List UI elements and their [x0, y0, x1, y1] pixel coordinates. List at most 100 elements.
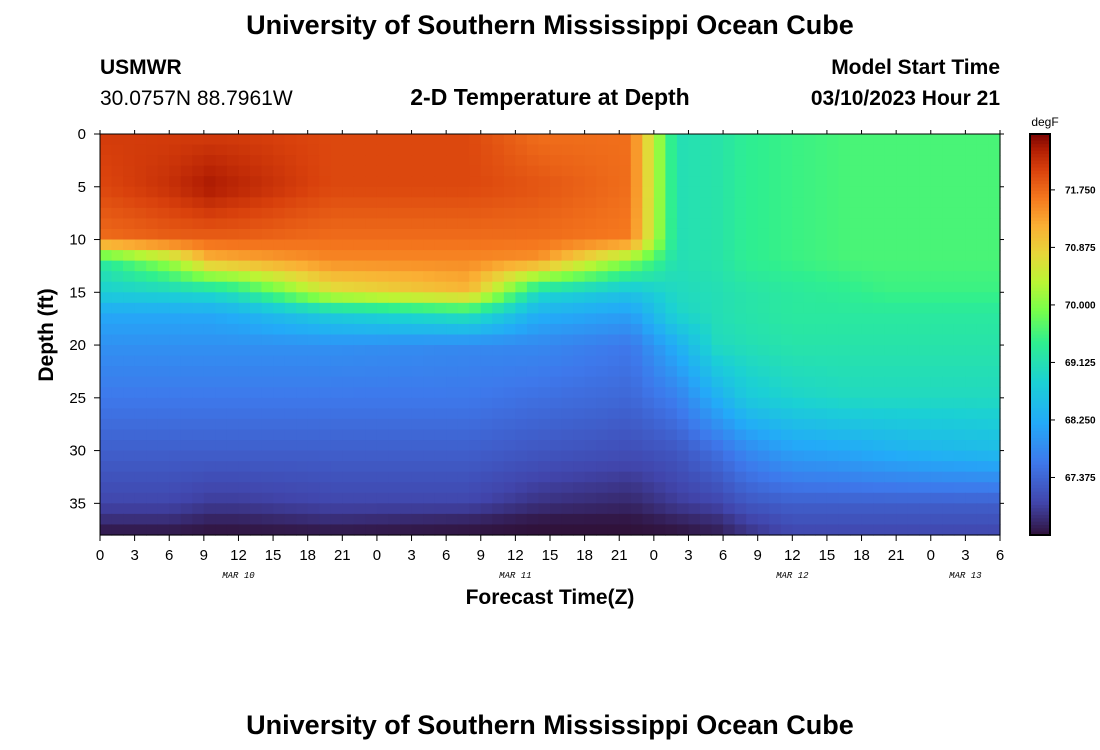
heatmap-cell — [434, 260, 447, 272]
heatmap-cell — [434, 250, 447, 262]
heatmap-cell — [965, 440, 978, 452]
heatmap-cell — [803, 176, 816, 188]
heatmap-cell — [769, 165, 782, 177]
heatmap-cell — [930, 155, 943, 167]
heatmap-cell — [180, 155, 193, 167]
heatmap-cell — [723, 345, 736, 357]
heatmap-cell — [619, 450, 632, 462]
heatmap-cell — [203, 334, 216, 346]
heatmap-cell — [157, 197, 170, 209]
heatmap-cell — [792, 260, 805, 272]
heatmap-cell — [180, 513, 193, 526]
heatmap-cell — [446, 165, 459, 177]
heatmap-cell — [261, 271, 274, 283]
heatmap-cell — [653, 292, 666, 304]
heatmap-cell — [619, 440, 632, 452]
heatmap-cell — [573, 355, 586, 367]
heatmap-cell — [953, 250, 966, 262]
heatmap-cell — [930, 281, 943, 293]
heatmap-cell — [146, 155, 159, 167]
heatmap-cell — [734, 271, 747, 283]
heatmap-cell — [861, 176, 874, 188]
heatmap-cell — [896, 207, 909, 220]
heatmap-cell — [284, 355, 297, 367]
heatmap-cell — [215, 239, 228, 251]
heatmap-cell — [330, 155, 343, 167]
colorbar-segment — [1030, 284, 1050, 289]
heatmap-cell — [803, 239, 816, 251]
x-tick-label: 21 — [334, 547, 351, 564]
heatmap-cell — [873, 186, 886, 198]
heatmap-cell — [215, 176, 228, 188]
heatmap-cell — [469, 492, 482, 504]
heatmap-cell — [215, 503, 228, 515]
heatmap-cell — [734, 450, 747, 462]
heatmap-cell — [457, 176, 470, 188]
heatmap-cell — [330, 345, 343, 357]
heatmap-cell — [180, 197, 193, 209]
heatmap-cell — [469, 503, 482, 515]
heatmap-cell — [700, 503, 713, 515]
heatmap-cell — [423, 313, 436, 325]
heatmap-cell — [376, 355, 390, 367]
heatmap-cell — [780, 492, 793, 504]
heatmap-cell — [411, 429, 424, 441]
heatmap-cell — [976, 366, 990, 378]
heatmap-cell — [388, 450, 401, 462]
colorbar-tick-label: 70.000 — [1065, 300, 1096, 311]
heatmap-cell — [238, 165, 251, 177]
heatmap-cell — [769, 387, 782, 399]
heatmap-cell — [180, 176, 193, 188]
heatmap-cell — [400, 408, 413, 420]
heatmap-cell — [284, 239, 297, 251]
heatmap-cell — [192, 429, 205, 441]
heatmap-cell — [746, 334, 759, 346]
heatmap-cell — [550, 440, 563, 452]
heatmap-cell — [630, 313, 643, 325]
heatmap-cell — [769, 239, 782, 251]
heatmap-cell — [342, 197, 355, 209]
heatmap-cell — [353, 239, 366, 251]
heatmap-cell — [100, 260, 113, 272]
heatmap-cell — [769, 355, 782, 367]
heatmap-cell — [400, 440, 413, 452]
heatmap-cell — [192, 461, 205, 473]
heatmap-cell — [653, 418, 666, 431]
colorbar-segment — [1030, 137, 1050, 142]
heatmap-cell — [884, 355, 897, 367]
heatmap-cell — [850, 165, 863, 177]
heatmap-cell — [192, 418, 205, 431]
heatmap-cell — [723, 197, 736, 209]
heatmap-cell — [134, 292, 147, 304]
heatmap-cell — [792, 250, 805, 262]
heatmap-cell — [400, 503, 413, 515]
heatmap-cell — [238, 345, 251, 357]
heatmap-cell — [226, 165, 240, 177]
heatmap-cell — [919, 408, 932, 420]
heatmap-cell — [700, 144, 713, 156]
heatmap-cell — [907, 323, 920, 336]
heatmap-cell — [123, 397, 136, 409]
heatmap-cell — [146, 397, 159, 409]
heatmap-cell — [146, 186, 159, 198]
heatmap-cell — [492, 345, 505, 357]
heatmap-cell — [838, 323, 851, 336]
heatmap-cell — [226, 302, 240, 314]
heatmap-cell — [907, 471, 920, 483]
heatmap-cell — [538, 176, 551, 188]
heatmap-cell — [261, 281, 274, 293]
heatmap-cell — [111, 144, 124, 156]
heatmap-cell — [157, 345, 170, 357]
colorbar-segment — [1030, 301, 1050, 306]
heatmap-cell — [226, 397, 240, 409]
heatmap-cell — [250, 376, 263, 388]
heatmap-cell — [423, 387, 436, 399]
heatmap-cell — [296, 376, 309, 388]
heatmap-cell — [723, 492, 736, 504]
heatmap-cell — [273, 429, 286, 441]
heatmap-cell — [896, 450, 909, 462]
heatmap-cell — [665, 492, 678, 504]
heatmap-cell — [480, 281, 493, 293]
heatmap-cell — [930, 524, 943, 536]
heatmap-cell — [515, 323, 528, 336]
